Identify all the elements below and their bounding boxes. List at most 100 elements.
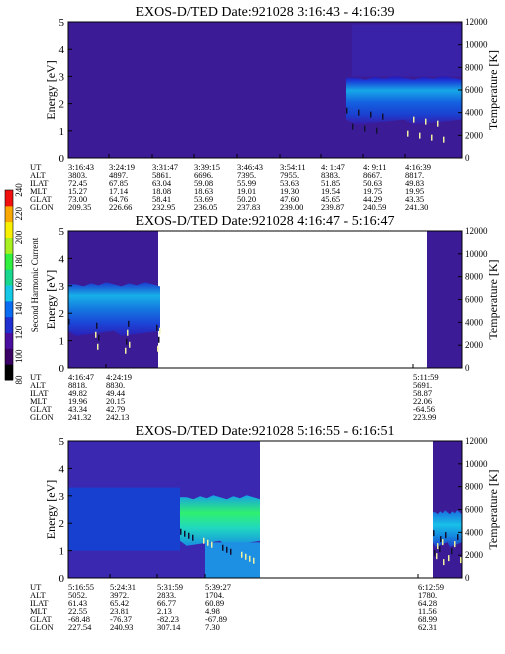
temperature-tick-label: 12000 (465, 436, 488, 446)
ephemeris-value: 7.30 (205, 622, 220, 632)
ephemeris-value: 61.43 (68, 598, 87, 608)
energy-tick-label: 4 (59, 253, 65, 265)
ephemeris-value: 3:39:15 (194, 162, 220, 172)
ephemeris-value: 45.65 (321, 194, 340, 204)
ephemeris-value: 3:54:11 (280, 162, 306, 172)
spectrogram-spike (440, 536, 442, 543)
spectrogram-spike (364, 125, 366, 132)
temperature-tick-label: 10000 (465, 249, 488, 259)
spectrogram-spike (457, 534, 459, 541)
colorbar-segment (5, 285, 13, 302)
temperature-tick-label: 2000 (465, 130, 484, 140)
ephemeris-value: 3:16:43 (68, 162, 94, 172)
ephemeris-value: 63.04 (152, 178, 172, 188)
energy-tick-label: 2 (59, 99, 65, 111)
spectrogram-spike (95, 331, 97, 338)
ephemeris-value: 4: 9:11 (363, 162, 387, 172)
spectrogram-band (180, 495, 260, 546)
colorbar-segment (5, 253, 13, 270)
colorbar-segment (5, 237, 13, 254)
ephemeris-value: -68.48 (68, 614, 90, 624)
energy-tick-label: 2 (59, 308, 65, 320)
colorbar-tick-label: 120 (14, 325, 24, 339)
spectrogram-spike (434, 550, 436, 557)
ephemeris-value: 19.01 (237, 186, 256, 196)
ephemeris-value: 239.00 (280, 202, 303, 212)
spectrogram-spike (407, 130, 409, 137)
colorbar-tick-label: 200 (14, 230, 24, 244)
ephemeris-value: -64.56 (413, 404, 435, 414)
ephemeris-value: 17.14 (109, 186, 129, 196)
temperature-tick-label: 10000 (465, 459, 488, 469)
temperature-tick-label: 10000 (465, 40, 488, 50)
energy-tick-label: 1 (59, 546, 65, 558)
ephemeris-value: 226.66 (109, 202, 132, 212)
panel-title: EXOS-D/TED Date:921028 3:16:43 - 4:16:39 (136, 5, 395, 20)
ephemeris-value: 19.54 (321, 186, 341, 196)
spectrogram-spike (230, 548, 232, 555)
ephemeris-value: 4:16:47 (68, 372, 94, 382)
ephemeris-value: 11.56 (418, 606, 437, 616)
ephemeris-row-label: ALT (30, 590, 47, 600)
ephemeris-value: 8830. (106, 380, 125, 390)
ephemeris-value: 47.60 (280, 194, 299, 204)
spectrogram-spike (443, 559, 445, 566)
panel-title: EXOS-D/TED Date:921028 4:16:47 - 5:16:47 (136, 214, 395, 229)
spectrogram-spike (436, 553, 438, 560)
ephemeris-value: 241.30 (405, 202, 428, 212)
temperature-axis-label: Temperature [K] (486, 259, 500, 339)
spectrogram-spike (97, 343, 99, 350)
colorbar: 80 100 120 140 160 180 200 220 240 Second Harmoni… (4, 183, 40, 385)
ephemeris-value: 67.85 (109, 178, 128, 188)
energy-tick-label: 1 (59, 126, 65, 138)
ephemeris-value: 3803. (68, 170, 87, 180)
energy-tick-label: 0 (59, 363, 65, 375)
ephemeris-value: -82.23 (157, 614, 179, 624)
ephemeris-value: 5:24:31 (110, 582, 136, 592)
spectrogram-spike (188, 532, 190, 539)
colorbar-segment (5, 332, 13, 349)
ephemeris-value: -76.37 (110, 614, 132, 624)
ephemeris-value: 43.35 (405, 194, 424, 204)
ephemeris-value: 50.20 (237, 194, 256, 204)
ephemeris-value: 5:39:27 (205, 582, 231, 592)
energy-tick-label: 0 (59, 153, 65, 165)
spectrogram-spike (68, 318, 70, 325)
colorbar-tick-label: 80 (14, 375, 24, 385)
ephemeris-value: 8383. (321, 170, 340, 180)
temperature-tick-label: 6000 (465, 505, 484, 515)
ephemeris-value: 232.95 (152, 202, 175, 212)
spectrogram-spike (245, 553, 247, 560)
ephemeris-value: 5:31:59 (157, 582, 183, 592)
ephemeris-value: 50.63 (363, 178, 382, 188)
ephemeris-value: 49.82 (68, 388, 87, 398)
ephemeris-row-label: ILAT (30, 178, 49, 188)
ephemeris-value: 209.35 (68, 202, 91, 212)
energy-tick-label: 5 (59, 226, 65, 238)
ephemeris-value: 240.93 (110, 622, 133, 632)
temperature-tick-label: 6000 (465, 85, 484, 95)
ephemeris-value: 19.95 (405, 186, 424, 196)
energy-tick-label: 5 (59, 17, 65, 29)
spectrogram-spike (442, 539, 444, 546)
spectrogram-spike (159, 327, 161, 334)
ephemeris-value: 7395. (237, 170, 256, 180)
spectrogram-spike (222, 544, 224, 551)
ephemeris-value: 18.63 (194, 186, 213, 196)
spectrogram-spike (158, 336, 160, 343)
energy-tick-label: 3 (59, 281, 65, 293)
ephemeris-value: 55.99 (237, 178, 256, 188)
spectrogram-data-block (433, 441, 462, 578)
ephemeris-value: 237.83 (237, 202, 260, 212)
spectrogram-spike (157, 345, 159, 352)
spectrogram-spike (382, 113, 384, 120)
ephemeris-row-label: UT (30, 582, 42, 592)
energy-axis-label: Energy [eV] (44, 480, 58, 539)
ephemeris-value: 42.79 (106, 404, 125, 414)
spectrogram-panel-2: EXOS-D/TED Date:921028 4:16:47 - 5:16:47… (30, 214, 500, 422)
ephemeris-value: 1704. (205, 590, 224, 600)
colorbar-segment (5, 300, 13, 318)
ephemeris-row-label: ILAT (30, 598, 49, 608)
ephemeris-value: 5:11:59 (413, 372, 439, 382)
ephemeris-value: 3:24:19 (109, 162, 135, 172)
